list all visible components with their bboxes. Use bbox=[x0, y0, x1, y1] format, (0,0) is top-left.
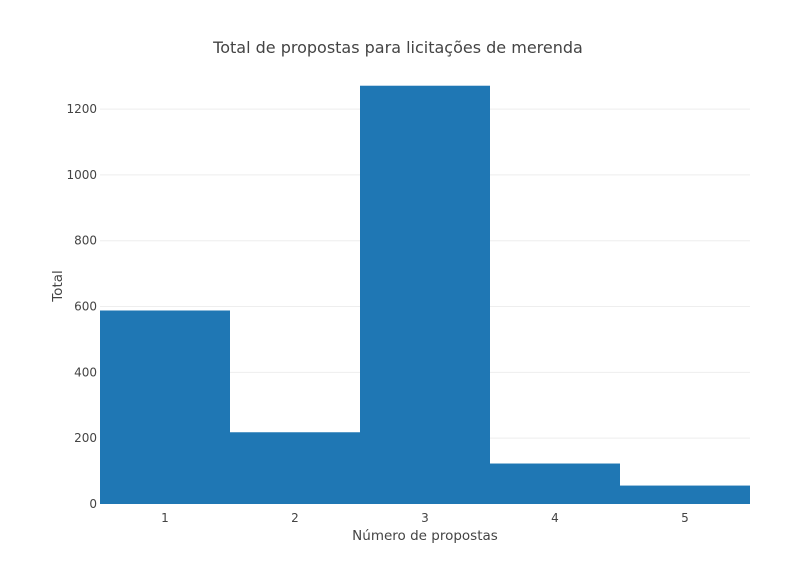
x-tick-label: 4 bbox=[551, 511, 559, 525]
x-tick-label: 3 bbox=[421, 511, 429, 525]
x-tick-label: 2 bbox=[291, 511, 299, 525]
x-tick-labels: 1 2 3 4 5 bbox=[161, 511, 689, 525]
bar-5 bbox=[620, 485, 750, 504]
y-tick-labels: 0 200 400 600 800 1000 1200 bbox=[66, 102, 97, 511]
y-tick-label: 0 bbox=[89, 497, 97, 511]
bar-1 bbox=[100, 310, 230, 504]
y-tick-label: 1000 bbox=[66, 168, 97, 182]
y-axis-label: Total bbox=[50, 270, 66, 303]
y-tick-label: 600 bbox=[74, 300, 97, 314]
x-tick-label: 5 bbox=[681, 511, 689, 525]
bar-2 bbox=[230, 432, 360, 504]
y-tick-label: 800 bbox=[74, 234, 97, 248]
chart-title: Total de propostas para licitações de me… bbox=[212, 38, 583, 57]
y-tick-label: 1200 bbox=[66, 102, 97, 116]
y-tick-label: 400 bbox=[74, 365, 97, 379]
y-tick-label: 200 bbox=[74, 431, 97, 445]
bars bbox=[100, 85, 750, 504]
x-tick-label: 1 bbox=[161, 511, 169, 525]
bar-3 bbox=[360, 85, 490, 504]
x-axis-label: Número de propostas bbox=[352, 528, 498, 544]
bar-4 bbox=[490, 463, 620, 504]
